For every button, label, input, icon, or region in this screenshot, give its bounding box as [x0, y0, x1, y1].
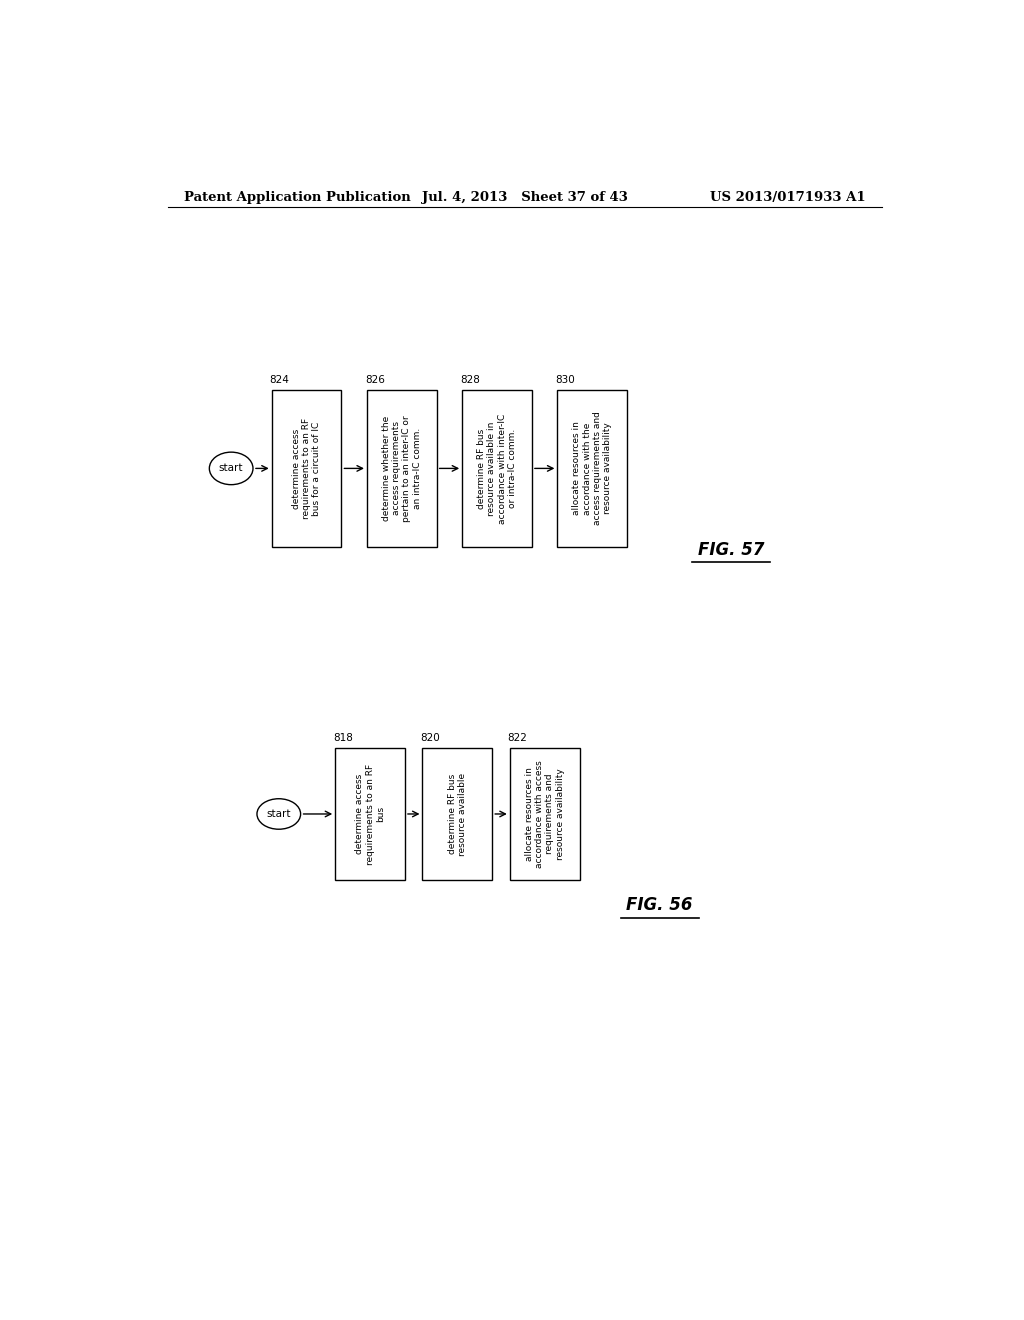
Text: start: start [266, 809, 291, 818]
FancyBboxPatch shape [557, 389, 627, 548]
Text: FIG. 57: FIG. 57 [698, 541, 764, 558]
Text: determine RF bus
resource available: determine RF bus resource available [447, 772, 467, 855]
FancyBboxPatch shape [510, 748, 580, 880]
FancyBboxPatch shape [462, 389, 531, 548]
Text: 830: 830 [555, 375, 575, 384]
Text: 826: 826 [365, 375, 385, 384]
Text: 820: 820 [421, 733, 440, 743]
FancyBboxPatch shape [335, 748, 404, 880]
Text: FIG. 56: FIG. 56 [627, 896, 693, 915]
Text: determine access
requirements to an RF
bus: determine access requirements to an RF b… [355, 763, 385, 865]
Text: start: start [219, 463, 244, 474]
FancyBboxPatch shape [367, 389, 436, 548]
Text: 824: 824 [269, 375, 290, 384]
Text: 818: 818 [333, 733, 353, 743]
Text: 828: 828 [460, 375, 480, 384]
Text: allocate resources in
accordance with the
access requirements and
resource avail: allocate resources in accordance with th… [572, 412, 612, 525]
Ellipse shape [257, 799, 301, 829]
Text: allocate resources in
accordance with access
requirements and
resource availabil: allocate resources in accordance with ac… [524, 760, 565, 867]
FancyBboxPatch shape [271, 389, 341, 548]
Text: Jul. 4, 2013   Sheet 37 of 43: Jul. 4, 2013 Sheet 37 of 43 [422, 190, 628, 203]
Text: 822: 822 [508, 733, 527, 743]
Text: Patent Application Publication: Patent Application Publication [183, 190, 411, 203]
Text: US 2013/0171933 A1: US 2013/0171933 A1 [711, 190, 866, 203]
Ellipse shape [209, 453, 253, 484]
FancyBboxPatch shape [423, 748, 493, 880]
Text: determine whether the
access requirements
pertain to an inter-IC or
an intra-IC : determine whether the access requirement… [382, 414, 422, 521]
Text: determine access
requirements to an RF
bus for a circuit of IC: determine access requirements to an RF b… [292, 418, 322, 519]
Text: determine RF bus
resource available in
accordance with inter-IC
or intra-IC comm: determine RF bus resource available in a… [477, 413, 517, 524]
